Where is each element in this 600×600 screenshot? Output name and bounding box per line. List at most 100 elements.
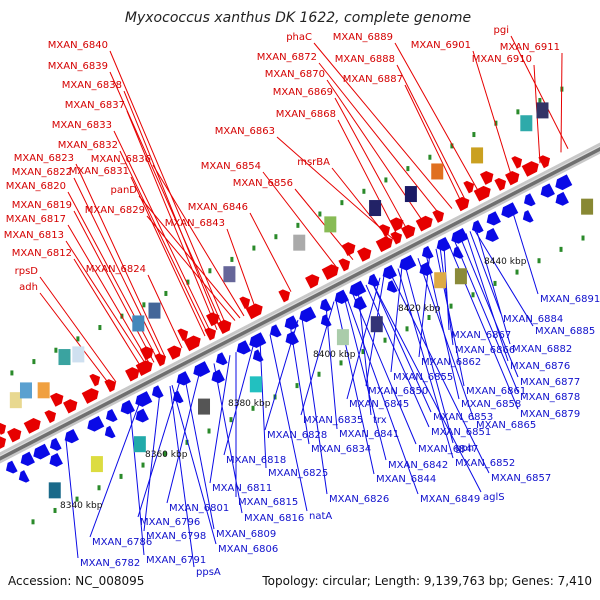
scale-tick: [119, 473, 123, 479]
leader-line: [75, 163, 166, 357]
scale-tick: [318, 211, 322, 217]
reverse-gene-arrow: [349, 280, 367, 297]
forward-gene-arrow: [204, 327, 217, 341]
genome-backbone: [0, 142, 600, 464]
leader-line: [65, 439, 79, 559]
leader-line: [318, 62, 441, 216]
leader-line: [67, 191, 159, 361]
reverse-gene-label: MXAN_6796: [140, 517, 200, 528]
forward-gene-label: MXAN_6813: [4, 230, 64, 241]
leader-line: [73, 258, 143, 369]
forward-gene-arrow: [375, 236, 393, 253]
forward-gene-label: MXAN_6901: [411, 40, 471, 51]
reverse-gene-label: MXAN_6876: [510, 361, 570, 372]
feature-box: [19, 382, 32, 399]
leader-line: [301, 317, 328, 495]
reverse-gene-arrow: [33, 443, 51, 460]
reverse-gene-arrow: [299, 306, 317, 323]
scale-tick: [54, 347, 58, 353]
feature-box: [90, 456, 103, 473]
leader-line: [269, 334, 308, 512]
scale-tick: [32, 359, 36, 365]
forward-gene-label: msrBA: [297, 157, 330, 168]
leader-line: [371, 281, 482, 493]
forward-gene-arrow: [379, 224, 391, 237]
scale-tick: [383, 337, 387, 343]
forward-gene-label: MXAN_6832: [58, 140, 118, 151]
forward-gene-arrow: [177, 328, 189, 341]
feature-box: [520, 115, 533, 132]
feature-box: [9, 392, 22, 409]
forward-gene-label: MXAN_6846: [188, 202, 248, 213]
scale-tick: [186, 279, 190, 285]
forward-gene-label: MXAN_6869: [273, 87, 333, 98]
feature-box: [370, 316, 383, 333]
leader-line: [345, 295, 419, 495]
reverse-gene-label: MXAN_6867: [451, 330, 511, 341]
reverse-gene-label: MXAN_6798: [146, 531, 206, 542]
forward-gene-arrow: [463, 180, 475, 194]
leader-line: [313, 42, 453, 209]
scale-tick: [493, 280, 497, 286]
leader-line: [465, 233, 509, 362]
leader-line: [334, 97, 409, 232]
scale-tick: [296, 222, 300, 228]
leader-line: [560, 52, 563, 153]
feature-box: [431, 163, 444, 180]
leader-line: [425, 253, 460, 400]
reverse-gene-arrow: [319, 298, 332, 312]
scale-tick: [317, 371, 321, 377]
scale-tick: [405, 326, 409, 332]
reverse-gene-arrow: [334, 289, 349, 304]
reverse-gene-arrow: [285, 331, 299, 346]
reverse-gene-label: MXAN_6826: [329, 494, 389, 505]
scale-tick: [472, 132, 476, 138]
scale-tick: [361, 349, 365, 355]
reverse-gene-arrow: [252, 349, 264, 362]
reverse-gene-arrow: [105, 408, 118, 422]
forward-gene-label: MXAN_6817: [6, 214, 66, 225]
forward-gene-label: MXAN_6824: [86, 264, 146, 275]
forward-gene-label: panD: [110, 185, 137, 196]
reverse-gene-arrow: [49, 452, 63, 467]
reverse-gene-arrow: [320, 314, 332, 327]
reverse-gene-label: MXAN_6818: [226, 455, 286, 466]
leader-line: [351, 292, 417, 445]
feature-box: [133, 436, 146, 453]
forward-gene-label: MXAN_6840: [48, 40, 108, 51]
reverse-gene-arrow: [471, 220, 484, 234]
forward-gene-arrow: [415, 215, 433, 232]
scale-tick: [340, 200, 344, 206]
reverse-gene-arrow: [555, 191, 569, 206]
scale-tick: [427, 314, 431, 320]
feature-box: [369, 200, 382, 217]
forward-gene-label: MXAN_6854: [201, 161, 261, 172]
forward-gene-arrow: [0, 422, 7, 435]
feature-box: [536, 102, 549, 119]
reverse-gene-arrow: [18, 470, 30, 483]
leader-line: [337, 119, 399, 237]
feature-box: [293, 234, 306, 251]
leader-line: [371, 281, 432, 413]
reverse-gene-label: aglS: [483, 492, 505, 503]
leader-line: [129, 406, 145, 556]
accession-text: Accession: NC_008095: [8, 574, 144, 588]
scale-tick: [339, 360, 343, 366]
reverse-gene-arrow: [451, 228, 469, 244]
leader-line: [184, 378, 215, 530]
reverse-gene-arrow: [151, 385, 164, 399]
scale-tick: [581, 235, 585, 241]
forward-gene-arrow: [389, 217, 404, 232]
leader-line: [397, 268, 454, 459]
scale-tick: [428, 154, 432, 160]
forward-gene-label: MXAN_6868: [276, 109, 336, 120]
reverse-gene-arrow: [193, 361, 211, 377]
leader-line: [447, 242, 519, 410]
leader-line: [109, 50, 227, 326]
forward-gene-arrow: [341, 242, 356, 257]
reverse-gene-label: MXAN_6882: [512, 344, 572, 355]
forward-gene-arrow: [401, 224, 416, 240]
scale-tick: [207, 428, 211, 434]
feature-box: [336, 329, 349, 346]
